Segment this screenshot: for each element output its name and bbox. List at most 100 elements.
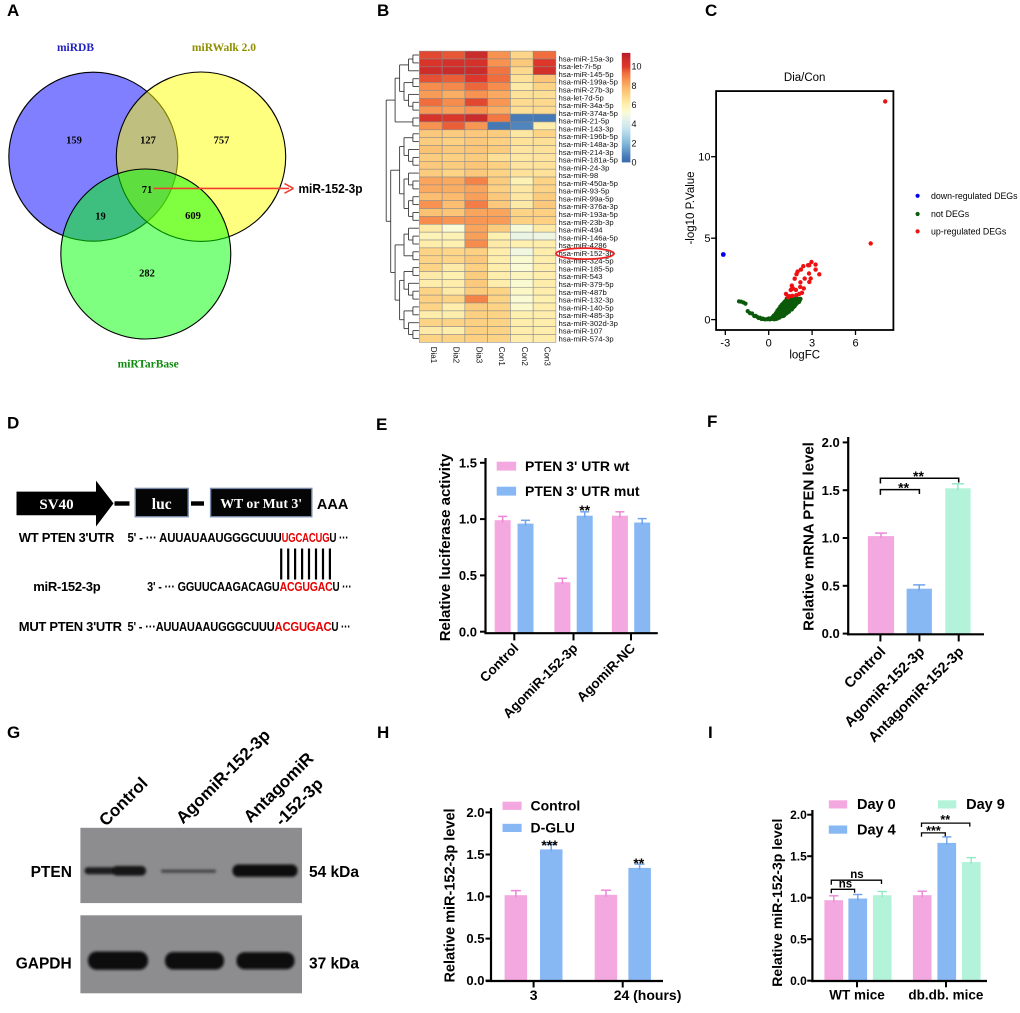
svg-text:miRWalk 2.0: miRWalk 2.0 (192, 42, 256, 54)
svg-text:PTEN 3' UTR mut: PTEN 3' UTR mut (525, 483, 640, 499)
svg-text:B: B (377, 1, 389, 20)
svg-text:Relative mRNA PTEN level: Relative mRNA PTEN level (801, 442, 818, 631)
svg-text:***: *** (926, 824, 941, 838)
svg-text:10: 10 (632, 62, 642, 72)
svg-text:2: 2 (632, 138, 637, 148)
svg-text:Relative luciferase activity: Relative luciferase activity (437, 453, 454, 641)
svg-text:5' - ···AUUAUAAUGGGCUUUACGUGAC: 5' - ···AUUAUAAUGGGCUUUACGUGACU ··· (128, 619, 351, 634)
svg-text:0.5: 0.5 (466, 931, 484, 946)
svg-text:ns: ns (839, 878, 852, 890)
svg-text:hsa-miR-324-5p: hsa-miR-324-5p (559, 257, 614, 266)
svg-text:WT or Mut 3': WT or Mut 3' (220, 496, 302, 511)
svg-text:1.5: 1.5 (459, 455, 477, 470)
svg-text:5' - ··· AUUAUAAUGGGCUUUUGCACU: 5' - ··· AUUAUAAUGGGCUUUUGCACUGU ··· (128, 530, 349, 545)
svg-text:19: 19 (95, 212, 106, 223)
svg-text:2.0: 2.0 (822, 435, 840, 450)
svg-text:0.5: 0.5 (459, 568, 477, 583)
svg-text:logFC: logFC (789, 350, 820, 362)
svg-text:**: ** (898, 479, 909, 495)
svg-text:hsa-miR-487b: hsa-miR-487b (559, 288, 607, 297)
svg-text:up-regulated DEGs: up-regulated DEGs (931, 227, 1007, 237)
svg-text:hsa-miR-374a-5p: hsa-miR-374a-5p (559, 109, 618, 118)
svg-text:1.0: 1.0 (822, 531, 840, 546)
svg-text:hsa-miR-214-3p: hsa-miR-214-3p (559, 148, 614, 157)
svg-text:hsa-miR-143-3p: hsa-miR-143-3p (559, 124, 614, 133)
svg-text:hsa-miR-199a-5p: hsa-miR-199a-5p (559, 78, 618, 87)
svg-text:hsa-miR-34a-5p: hsa-miR-34a-5p (559, 101, 614, 110)
svg-text:PTEN 3' UTR wt: PTEN 3' UTR wt (525, 458, 630, 474)
svg-text:hsa-miR-146a-5p: hsa-miR-146a-5p (559, 233, 618, 242)
svg-text:hsa-miR-21-5p: hsa-miR-21-5p (559, 117, 610, 126)
svg-text:**: ** (633, 855, 644, 871)
svg-text:Con1: Con1 (497, 347, 506, 367)
svg-text:1.5: 1.5 (790, 850, 807, 864)
svg-text:hsa-miR-152-3p: hsa-miR-152-3p (559, 249, 614, 258)
svg-text:**: ** (579, 502, 590, 518)
svg-text:0: 0 (766, 338, 772, 350)
svg-text:not DEGs: not DEGs (931, 209, 970, 219)
svg-text:0: 0 (704, 314, 710, 326)
svg-text:5: 5 (704, 233, 710, 245)
svg-text:Dia2: Dia2 (452, 347, 461, 364)
svg-text:71: 71 (142, 185, 153, 196)
svg-text:D-GLU: D-GLU (531, 820, 575, 836)
svg-text:3' - ··· GGUUCAAGACAGUACGUGACU: 3' - ··· GGUUCAAGACAGUACGUGACU ··· (147, 579, 351, 594)
svg-text:6: 6 (852, 338, 858, 350)
svg-text:hsa-miR-193a-5p: hsa-miR-193a-5p (559, 210, 618, 219)
svg-text:1.0: 1.0 (790, 891, 807, 905)
svg-text:hsa-miR-379-5p: hsa-miR-379-5p (559, 280, 614, 289)
svg-text:Day 9: Day 9 (966, 797, 1005, 813)
svg-text:0.5: 0.5 (790, 933, 807, 947)
svg-text:757: 757 (214, 136, 230, 147)
svg-text:-3: -3 (720, 338, 730, 350)
svg-text:GAPDH: GAPDH (16, 956, 72, 973)
svg-text:0.0: 0.0 (790, 974, 807, 988)
svg-text:WT mice: WT mice (829, 988, 885, 1003)
svg-text:Day 0: Day 0 (857, 797, 896, 813)
svg-text:hsa-miR-543: hsa-miR-543 (559, 272, 603, 281)
svg-text:**: ** (913, 468, 924, 484)
svg-text:miRDB: miRDB (57, 42, 94, 54)
svg-text:db.db. mice: db.db. mice (908, 988, 984, 1003)
svg-text:3: 3 (809, 338, 815, 350)
svg-text:PTEN: PTEN (31, 864, 72, 881)
svg-text:SV40: SV40 (39, 497, 73, 513)
svg-text:24 (hours): 24 (hours) (614, 987, 682, 1003)
svg-text:hsa-miR-98: hsa-miR-98 (559, 171, 599, 180)
svg-text:54 kDa: 54 kDa (309, 864, 359, 881)
svg-text:0.0: 0.0 (459, 624, 477, 639)
svg-text:MUT PTEN 3'UTR: MUT PTEN 3'UTR (19, 619, 123, 634)
svg-text:hsa-miR-132-3p: hsa-miR-132-3p (559, 296, 614, 305)
svg-text:hsa-miR-376a-3p: hsa-miR-376a-3p (559, 202, 618, 211)
svg-text:1.0: 1.0 (466, 889, 484, 904)
svg-text:hsa-miR-27b-3p: hsa-miR-27b-3p (559, 86, 614, 95)
svg-text:1.5: 1.5 (466, 847, 484, 862)
svg-text:H: H (377, 723, 389, 742)
svg-text:Dia1: Dia1 (429, 347, 438, 364)
svg-text:hsa-miR-494: hsa-miR-494 (559, 226, 604, 235)
svg-text:Con2: Con2 (520, 347, 529, 367)
svg-text:1.5: 1.5 (822, 483, 840, 498)
svg-text:hsa-miR-15a-3p: hsa-miR-15a-3p (559, 54, 614, 63)
svg-text:0.0: 0.0 (466, 973, 484, 988)
svg-text:-log10 P.Value: -log10 P.Value (685, 171, 697, 244)
svg-text:hsa-miR-185-5p: hsa-miR-185-5p (559, 264, 614, 273)
svg-text:***: *** (541, 837, 558, 853)
svg-text:hsa-miR-4286: hsa-miR-4286 (559, 241, 607, 250)
svg-text:hsa-miR-99a-5p: hsa-miR-99a-5p (559, 194, 614, 203)
svg-text:37 kDa: 37 kDa (309, 956, 359, 973)
svg-text:0.5: 0.5 (822, 578, 840, 593)
svg-text:**: ** (940, 813, 950, 827)
svg-text:2.0: 2.0 (790, 808, 807, 822)
svg-text:1.0: 1.0 (459, 512, 477, 527)
svg-text:282: 282 (139, 269, 155, 280)
svg-text:hsa-miR-485-3p: hsa-miR-485-3p (559, 311, 614, 320)
svg-text:WT PTEN 3'UTR: WT PTEN 3'UTR (19, 530, 115, 545)
svg-text:hsa-miR-107: hsa-miR-107 (559, 327, 603, 336)
svg-text:8: 8 (632, 81, 637, 91)
svg-text:hsa-miR-93-5p: hsa-miR-93-5p (559, 187, 610, 196)
svg-text:hsa-miR-24-3p: hsa-miR-24-3p (559, 163, 610, 172)
svg-text:hsa-miR-140-5p: hsa-miR-140-5p (559, 303, 614, 312)
svg-text:F: F (707, 412, 717, 431)
svg-text:10: 10 (698, 152, 710, 164)
